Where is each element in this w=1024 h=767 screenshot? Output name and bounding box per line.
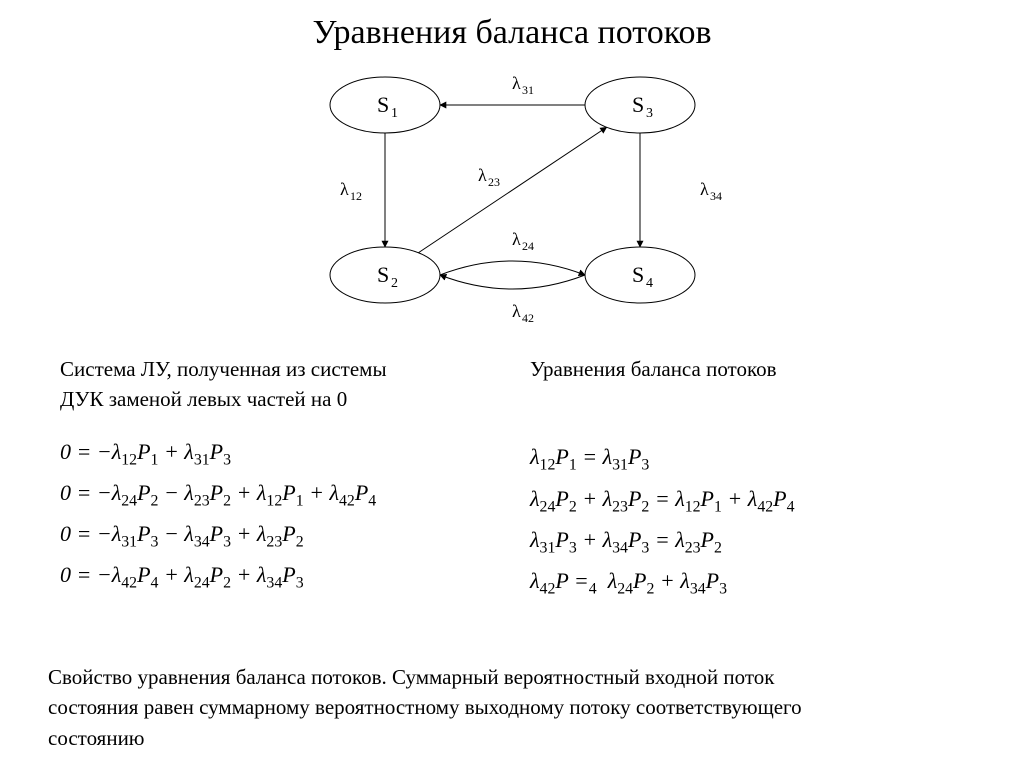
transition-label: λ (700, 179, 709, 199)
transition-label-sub: 31 (522, 83, 534, 97)
transition-label: λ (512, 73, 521, 93)
footer-text: Свойство уравнения баланса потоков. Сумм… (48, 662, 978, 753)
footer-line-3: состоянию (48, 723, 978, 753)
state-node-label: S (632, 262, 644, 287)
footer-line-2: состояния равен суммарному вероятностном… (48, 692, 978, 722)
footer-line-1: Свойство уравнения баланса потоков. Сумм… (48, 662, 978, 692)
left-desc-line-2: ДУК заменой левых частей на 0 (60, 384, 490, 414)
equation-line: 0 = −λ12P1 + λ31P3 (60, 433, 490, 474)
right-equations: λ12P1 = λ31P3λ24P2 + λ23P2 = λ12P1 + λ42… (530, 438, 960, 602)
state-node-label: S (377, 92, 389, 117)
equation-line: λ42P =4 λ24P2 + λ34P3 (530, 562, 960, 603)
transition-edge-s4-s2 (440, 275, 585, 289)
state-node-sub: 3 (646, 106, 653, 121)
transition-label-sub: 42 (522, 311, 534, 325)
state-node-label: S (377, 262, 389, 287)
equation-line: 0 = −λ42P4 + λ24P2 + λ34P3 (60, 556, 490, 597)
page: Уравнения баланса потоков S1S3S2S4 λ31λ1… (0, 0, 1024, 767)
state-node-sub: 2 (391, 276, 398, 291)
transition-edge-s2-s4 (440, 261, 585, 275)
equation-line: 0 = −λ31P3 − λ34P3 + λ23P2 (60, 515, 490, 556)
transition-label-sub: 34 (710, 189, 722, 203)
state-diagram: S1S3S2S4 λ31λ12λ23λ24λ42λ34 (300, 65, 730, 335)
transition-label: λ (340, 179, 349, 199)
transition-label-sub: 24 (522, 239, 534, 253)
transition-label-sub: 12 (350, 189, 362, 203)
page-title: Уравнения баланса потоков (0, 14, 1024, 52)
transition-label: λ (512, 229, 521, 249)
left-desc-line-1: Система ЛУ, полученная из системы (60, 354, 490, 384)
equation-line: 0 = −λ24P2 − λ23P2 + λ12P1 + λ42P4 (60, 474, 490, 515)
right-column: Уравнения баланса потоков λ12P1 = λ31P3λ… (530, 354, 960, 603)
state-node-label: S (632, 92, 644, 117)
equation-line: λ24P2 + λ23P2 = λ12P1 + λ42P4 (530, 480, 960, 521)
left-equations: 0 = −λ12P1 + λ31P30 = −λ24P2 − λ23P2 + λ… (60, 433, 490, 597)
equation-line: λ12P1 = λ31P3 (530, 438, 960, 479)
left-column: Система ЛУ, полученная из системы ДУК за… (60, 354, 490, 597)
transition-label: λ (512, 301, 521, 321)
equation-line: λ31P3 + λ34P3 = λ23P2 (530, 521, 960, 562)
transition-label: λ (478, 165, 487, 185)
state-node-sub: 1 (391, 106, 398, 121)
transition-label-sub: 23 (488, 175, 500, 189)
state-node-sub: 4 (646, 276, 653, 291)
right-desc-line-1: Уравнения баланса потоков (530, 354, 960, 384)
